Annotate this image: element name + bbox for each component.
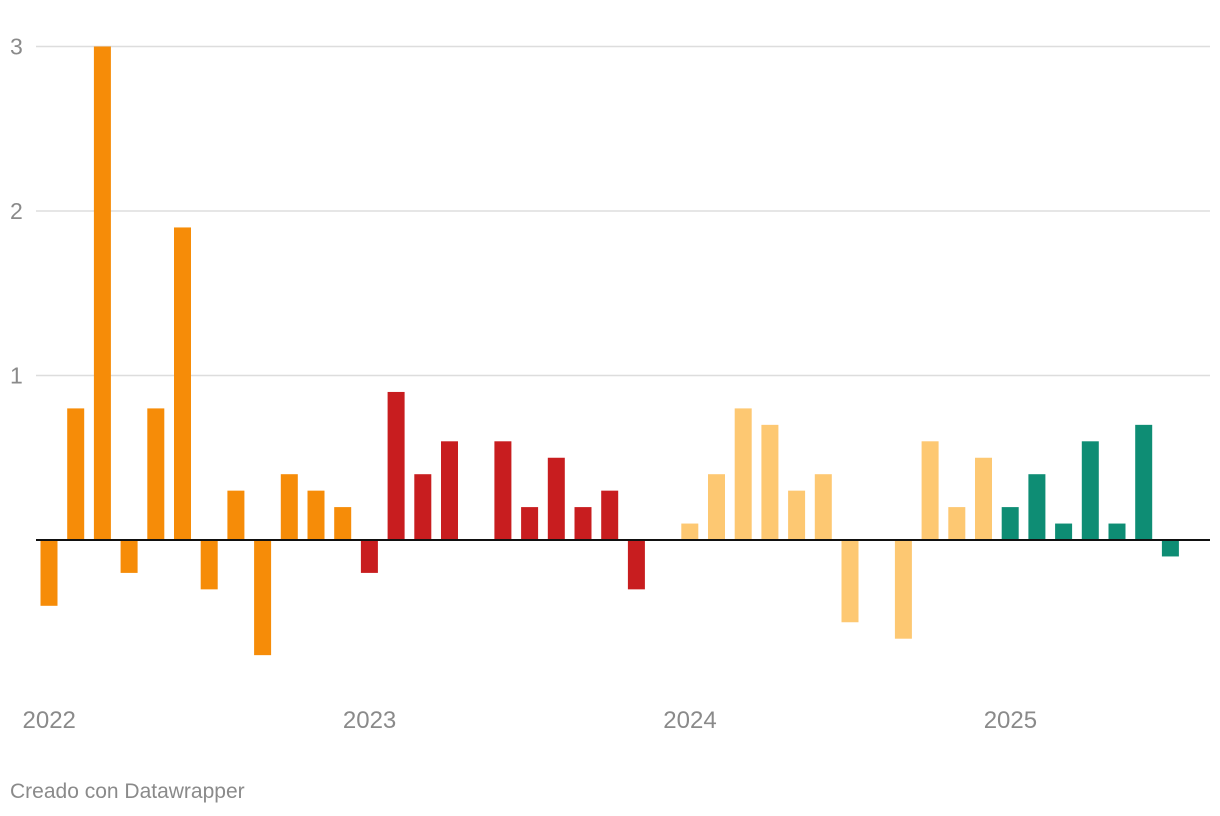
bar-2025-39 <box>1081 441 1099 540</box>
bar-2024-29 <box>814 474 832 540</box>
bar-2024-24 <box>681 523 699 540</box>
bar-2025-40 <box>1108 523 1126 540</box>
bar-2022-5 <box>174 227 191 540</box>
y-tick-label: 2 <box>10 198 23 224</box>
bar-2022-10 <box>307 490 325 540</box>
bar-2023-22 <box>627 540 645 590</box>
credit-text: Creado con Datawrapper <box>10 780 245 803</box>
bar-2025-41 <box>1135 424 1153 540</box>
x-tick-label: 2022 <box>23 707 76 734</box>
bars <box>40 46 1179 656</box>
bar-2023-19 <box>547 457 565 540</box>
bar-2023-21 <box>601 490 619 540</box>
bar-chart: 1 2 3 2022 2023 2024 2025 <box>10 34 1210 734</box>
bar-2025-38 <box>1055 523 1073 540</box>
bar-2025-37 <box>1028 474 1046 540</box>
x-axis-labels: 2022 2023 2024 2025 <box>23 707 1038 734</box>
bar-2022-9 <box>280 474 298 540</box>
bar-2022-11 <box>334 507 352 540</box>
y-axis-ticks: 1 2 3 <box>10 34 23 389</box>
y-tick-label: 1 <box>10 363 23 389</box>
bar-2022-2 <box>93 46 111 540</box>
bar-2023-17 <box>494 441 512 540</box>
bar-2023-20 <box>574 507 592 540</box>
bar-2025-36 <box>1001 507 1019 540</box>
bar-2022-7 <box>227 490 245 540</box>
bar-2022-4 <box>147 408 165 540</box>
bar-2024-25 <box>708 474 725 540</box>
x-tick-label: 2023 <box>343 707 396 734</box>
bar-2023-12 <box>360 540 378 573</box>
bar-2023-14 <box>414 474 432 540</box>
bar-2022-6 <box>200 540 218 590</box>
bar-2025-42 <box>1161 540 1179 557</box>
bar-2024-34 <box>948 507 966 540</box>
bar-2023-15 <box>441 441 458 540</box>
x-tick-label: 2025 <box>984 707 1037 734</box>
bar-2024-33 <box>921 441 939 540</box>
gridlines <box>36 45 1210 377</box>
bar-2022-3 <box>120 540 138 573</box>
bar-2024-28 <box>788 490 806 540</box>
bar-2022-0 <box>40 540 58 606</box>
x-tick-label: 2024 <box>663 707 716 734</box>
bar-2022-8 <box>254 540 272 656</box>
bar-2024-26 <box>734 408 752 540</box>
bar-2024-27 <box>761 424 779 540</box>
bar-2022-1 <box>67 408 85 540</box>
bar-2024-32 <box>894 540 912 639</box>
bar-2023-13 <box>387 391 405 540</box>
bar-2024-30 <box>841 540 859 623</box>
bar-2023-18 <box>521 507 539 540</box>
y-tick-label: 3 <box>10 34 23 60</box>
bar-2024-35 <box>975 457 992 540</box>
